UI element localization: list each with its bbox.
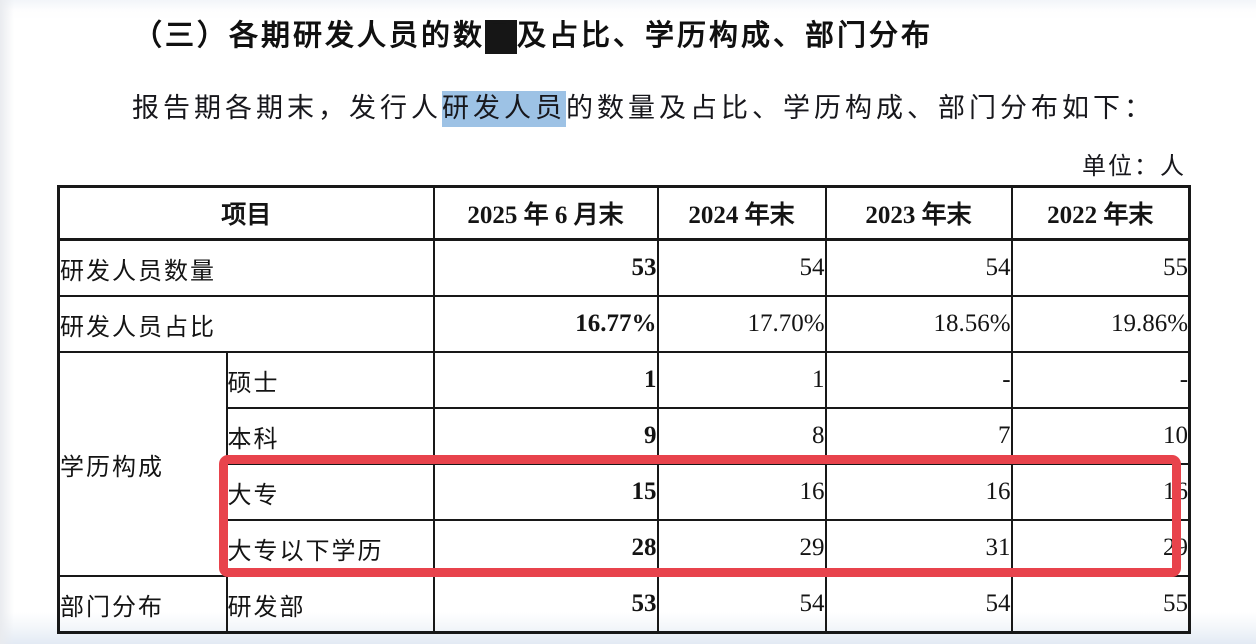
cell-value: 29 — [1010, 519, 1191, 577]
group-label-education: 学历构成 — [57, 351, 228, 577]
heading-obscured-character: 量 — [485, 20, 518, 52]
unit-label: 单位：人 — [1082, 154, 1186, 180]
highlighted-term: 研发人员 — [442, 91, 566, 127]
intro-paragraph: 报告期各期末，发行人研发人员的数量及占比、学历构成、部门分布如下： — [132, 86, 1155, 127]
cell-value: 28 — [432, 519, 659, 577]
table-row-college: 大专 15 16 16 16 — [59, 463, 1191, 521]
cell-value: 53 — [432, 238, 659, 297]
section-heading: （三）各期研发人员的数量及占比、学历构成、部门分布 — [133, 12, 933, 54]
table-row-below-college: 大专以下学历 28 29 31 29 — [59, 519, 1191, 577]
cell-value: 54 — [824, 238, 1013, 297]
heading-text-before: （三）各期研发人员的数 — [133, 20, 486, 52]
group-label-department: 部门分布 — [57, 575, 228, 634]
cell-value: - — [1010, 351, 1191, 409]
column-header-item: 项目 — [57, 185, 435, 241]
cell-value: 54 — [824, 575, 1013, 634]
cell-value: 1 — [656, 351, 827, 409]
cell-value: 16 — [824, 463, 1013, 521]
cell-value: 54 — [656, 575, 827, 634]
cell-value: 55 — [1010, 238, 1191, 297]
cell-value: 17.70% — [656, 295, 827, 353]
table-row-bachelor: 本科 9 8 7 10 — [59, 407, 1191, 465]
row-label: 大专以下学历 — [225, 519, 435, 577]
row-label: 研发人员占比 — [57, 295, 435, 353]
cell-value: 9 — [432, 407, 659, 465]
cell-value: 29 — [656, 519, 827, 577]
cell-value: 8 — [656, 407, 827, 465]
row-label: 本科 — [225, 407, 435, 465]
cell-value: 53 — [432, 575, 659, 634]
cell-value: 1 — [432, 351, 659, 409]
cell-value: 16 — [1010, 463, 1191, 521]
cell-value: 55 — [1010, 575, 1191, 634]
column-header-2024: 2024 年末 — [656, 185, 827, 241]
cell-value: 18.56% — [824, 295, 1013, 353]
column-header-2023: 2023 年末 — [824, 185, 1013, 241]
row-label: 研发人员数量 — [57, 238, 435, 297]
table-row-master: 学历构成 硕士 1 1 - - — [57, 351, 1191, 577]
table-header-row: 项目 2025 年 6 月末 2024 年末 2023 年末 2022 年末 — [57, 185, 1191, 241]
table-row-rd-department: 部门分布 研发部 53 54 54 55 — [57, 575, 1191, 634]
rd-personnel-table: 项目 2025 年 6 月末 2024 年末 2023 年末 2022 年末 研… — [57, 185, 1192, 634]
row-label: 大专 — [225, 463, 435, 521]
cell-value: 15 — [432, 463, 659, 521]
intro-text-before: 报告期各期末，发行人 — [132, 93, 442, 123]
cell-value: 31 — [824, 519, 1013, 577]
cell-value: 16 — [656, 463, 827, 521]
cell-value: 54 — [656, 238, 827, 297]
column-header-2025h1: 2025 年 6 月末 — [432, 185, 659, 241]
column-header-2022: 2022 年末 — [1010, 185, 1191, 241]
table-row-ratio: 研发人员占比 16.77% 17.70% 18.56% 19.86% — [57, 295, 1191, 353]
cell-value: - — [824, 351, 1013, 409]
cell-value: 7 — [824, 407, 1013, 465]
intro-text-after: 的数量及占比、学历构成、部门分布如下： — [566, 93, 1155, 123]
row-label: 研发部 — [225, 575, 435, 634]
heading-text-after: 及占比、学历构成、部门分布 — [517, 20, 934, 52]
cell-value: 10 — [1010, 407, 1191, 465]
table-row-headcount: 研发人员数量 53 54 54 55 — [57, 238, 1191, 297]
row-label: 硕士 — [225, 351, 435, 409]
cell-value: 16.77% — [432, 295, 659, 353]
cell-value: 19.86% — [1010, 295, 1191, 353]
